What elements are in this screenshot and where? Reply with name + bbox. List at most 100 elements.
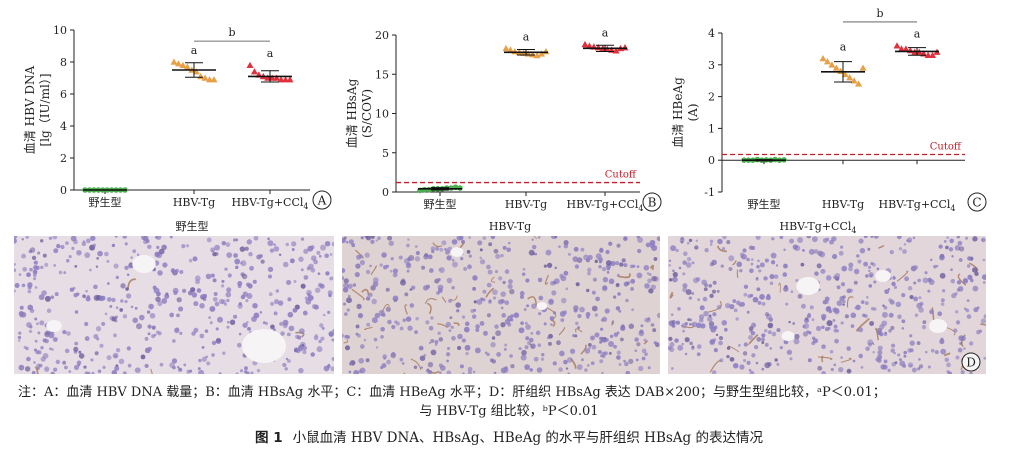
- cell-nucleus: [225, 291, 232, 298]
- cell-nucleus: [100, 295, 106, 301]
- cell-nucleus: [526, 304, 530, 308]
- cell-nucleus: [982, 258, 986, 262]
- cell-nucleus: [310, 245, 315, 250]
- cell-nucleus: [929, 258, 933, 262]
- cell-nucleus: [232, 238, 237, 242]
- cell-nucleus: [890, 325, 895, 331]
- cell-nucleus: [616, 350, 621, 355]
- cell-nucleus: [668, 264, 671, 267]
- cell-nucleus: [504, 300, 510, 306]
- cell-nucleus: [682, 283, 688, 289]
- cell-nucleus: [736, 300, 741, 306]
- cell-nucleus: [524, 345, 529, 350]
- cell-nucleus: [202, 297, 207, 302]
- panel-label-circle: [312, 190, 332, 210]
- cell-nucleus: [943, 240, 947, 243]
- cell-nucleus: [74, 264, 78, 268]
- cell-nucleus: [616, 273, 620, 277]
- cell-nucleus: [540, 357, 545, 361]
- cell-nucleus: [771, 237, 775, 241]
- cell-nucleus: [441, 240, 447, 246]
- cell-nucleus: [73, 364, 80, 371]
- data-point: [210, 76, 218, 83]
- cell-nucleus: [136, 253, 140, 257]
- cell-nucleus: [541, 353, 545, 357]
- cell-nucleus: [472, 286, 476, 291]
- cell-nucleus: [688, 296, 692, 300]
- cell-nucleus: [421, 265, 426, 270]
- cell-nucleus: [616, 355, 621, 360]
- cell-nucleus: [953, 328, 958, 333]
- y-tick-label: 6: [60, 88, 67, 101]
- cell-nucleus: [524, 364, 530, 370]
- cell-nucleus: [14, 263, 16, 266]
- cell-nucleus: [888, 298, 893, 303]
- cell-nucleus: [545, 249, 552, 256]
- cell-nucleus: [355, 324, 360, 329]
- cell-nucleus: [14, 236, 18, 240]
- y-tick-label: 0: [708, 154, 715, 167]
- cell-nucleus: [713, 348, 718, 353]
- cell-nucleus: [495, 330, 502, 337]
- cell-nucleus: [802, 325, 806, 329]
- cell-nucleus: [88, 268, 92, 272]
- cell-nucleus: [689, 322, 692, 326]
- cell-nucleus: [853, 280, 858, 285]
- cell-nucleus: [456, 309, 460, 313]
- brown-stain: [490, 276, 496, 283]
- cell-nucleus: [895, 301, 902, 308]
- cell-nucleus: [892, 275, 896, 279]
- cell-nucleus: [64, 348, 70, 354]
- cell-nucleus: [586, 288, 590, 293]
- cell-nucleus: [161, 298, 168, 304]
- figure-caption: 图 1 小鼠血清 HBV DNA、HBsAg、HBeAg 的水平与肝组织 HBsA…: [0, 426, 1018, 446]
- y-tick-label: 4: [60, 120, 67, 133]
- cell-nucleus: [291, 248, 295, 252]
- cell-nucleus: [623, 263, 628, 268]
- cell-nucleus: [40, 346, 44, 350]
- cell-nucleus: [620, 325, 626, 331]
- cell-nucleus: [656, 312, 660, 319]
- cell-nucleus: [423, 285, 429, 291]
- cell-nucleus: [675, 248, 679, 253]
- cell-nucleus: [862, 313, 866, 318]
- cell-nucleus: [213, 291, 218, 296]
- cell-nucleus: [574, 264, 580, 269]
- brown-stain: [343, 338, 349, 344]
- cell-nucleus: [809, 305, 814, 310]
- cell-nucleus: [181, 288, 187, 294]
- cell-nucleus: [836, 285, 841, 290]
- cell-nucleus: [104, 312, 108, 316]
- cell-nucleus: [793, 338, 800, 345]
- y-tick-label: 4: [708, 27, 715, 40]
- cell-nucleus: [370, 236, 375, 239]
- chart-panel-B: 0 5 10 15 20 野生型 HBV-Tg HBV-Tg+CCl4 血清 HBsAg(S/C…: [345, 26, 662, 233]
- cell-nucleus: [606, 267, 610, 271]
- cell-nucleus: [156, 245, 160, 250]
- cell-nucleus: [214, 301, 220, 307]
- cell-nucleus: [492, 289, 498, 296]
- cell-nucleus: [766, 293, 771, 298]
- cell-nucleus: [90, 236, 96, 241]
- cell-nucleus: [756, 287, 761, 292]
- cell-nucleus: [559, 273, 564, 278]
- cell-nucleus: [286, 332, 291, 337]
- cell-nucleus: [247, 326, 251, 331]
- y-axis-label-line: 血清 HBeAg: [671, 77, 685, 148]
- cell-nucleus: [461, 315, 466, 319]
- cell-nucleus: [689, 341, 693, 346]
- cell-nucleus: [978, 329, 983, 333]
- cell-nucleus: [464, 321, 470, 327]
- cell-nucleus: [176, 297, 182, 303]
- cell-nucleus: [699, 305, 705, 311]
- cell-nucleus: [670, 245, 677, 252]
- cell-nucleus: [575, 282, 580, 287]
- data-point: [506, 46, 514, 53]
- cell-nucleus: [600, 318, 604, 322]
- cell-nucleus: [764, 362, 771, 369]
- cell-nucleus: [300, 283, 306, 289]
- cell-nucleus: [538, 295, 544, 301]
- cell-nucleus: [626, 281, 631, 285]
- cell-nucleus: [278, 253, 282, 257]
- cell-nucleus: [170, 268, 176, 273]
